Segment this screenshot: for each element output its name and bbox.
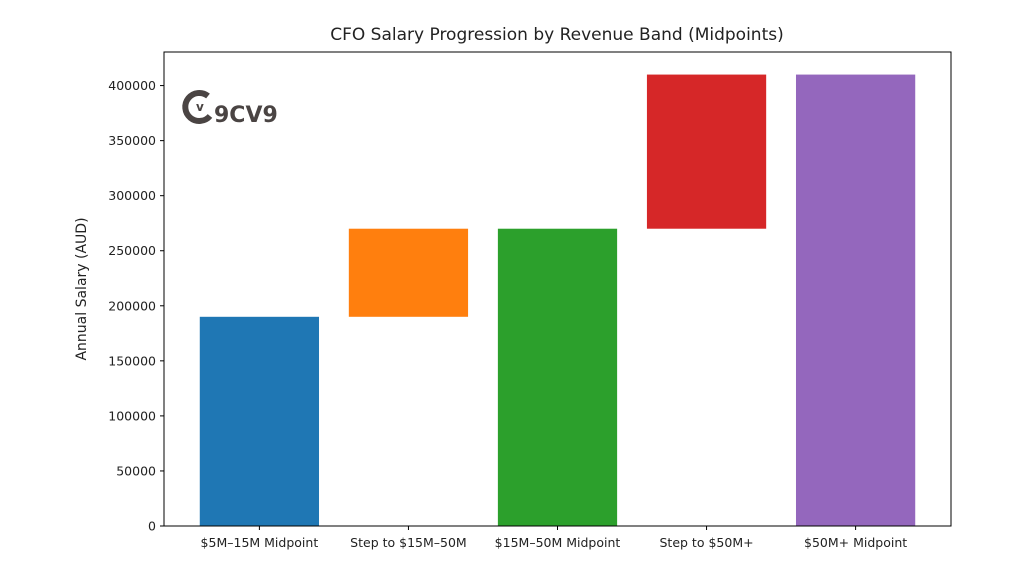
y-tick-label: 250000 <box>108 243 156 258</box>
bar-1 <box>199 316 320 526</box>
y-axis-label: Annual Salary (AUD) <box>74 217 90 360</box>
y-tick-label: 350000 <box>108 133 156 148</box>
logo-text: 9CV9 <box>214 103 278 128</box>
bar-3 <box>497 228 618 526</box>
y-tick-label: 100000 <box>108 408 156 423</box>
logo-v: v <box>196 100 204 114</box>
x-tick-label: $5M–15M Midpoint <box>201 535 319 550</box>
y-tick-label: 50000 <box>116 463 156 478</box>
x-tick-label: Step to $50M+ <box>660 535 754 550</box>
x-tick-label: $15M–50M Midpoint <box>495 535 621 550</box>
plot-frame <box>163 51 952 527</box>
y-tick-label: 150000 <box>108 353 156 368</box>
bar-4 <box>646 74 767 229</box>
logo-ring-icon <box>182 89 213 124</box>
y-tick-label: 200000 <box>108 298 156 313</box>
x-tick-label: $50M+ Midpoint <box>804 535 907 550</box>
chart-title: CFO Salary Progression by Revenue Band (… <box>330 25 784 45</box>
y-tick-label: 300000 <box>108 188 156 203</box>
y-tick-label: 400000 <box>108 78 156 93</box>
y-tick-label: 0 <box>148 519 156 534</box>
bar-2 <box>348 228 469 317</box>
watermark-logo: v 9CV9 <box>182 89 278 128</box>
bar-5 <box>795 74 916 527</box>
x-tick-label: Step to $15M–50M <box>350 535 467 550</box>
